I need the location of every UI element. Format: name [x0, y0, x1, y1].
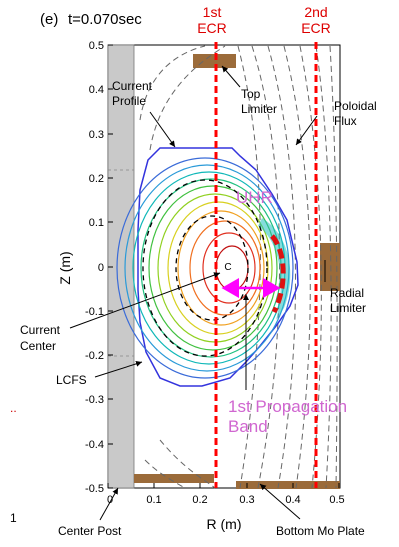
x-tick-label: 0	[107, 494, 113, 506]
y-tick-label: 0.1	[89, 217, 104, 229]
ecr2-label-line2: ECR	[301, 20, 331, 36]
bottom-mo-plate-left	[134, 474, 214, 483]
lcfs-label: LCFS	[56, 373, 87, 387]
y-tick-label: -0.4	[85, 439, 104, 451]
y-tick-label: -0.2	[85, 350, 104, 362]
y-axis-label: Z (m)	[57, 251, 73, 284]
radial-limiter-label-line2: Limiter	[330, 301, 366, 315]
x-axis-label: R (m)	[207, 516, 242, 532]
radial-limiter-label-line1: Radial	[330, 286, 364, 300]
x-tick-label: 0.2	[192, 494, 207, 506]
ecr1-label-line2: ECR	[197, 20, 227, 36]
current-center-marker: C	[224, 262, 231, 273]
propagation-band-label-line1: 1st Propagation	[228, 397, 347, 416]
bottom-mo-plate-label: Bottom Mo Plate	[276, 524, 365, 538]
y-tick-label: -0.5	[85, 483, 104, 495]
poloidal-flux-label-line1: Poloidal	[334, 99, 377, 113]
x-tick-label: 0.4	[285, 494, 300, 506]
poloidal-flux-label-line2: Flux	[334, 114, 357, 128]
x-tick-label: 0.5	[329, 494, 344, 506]
stray-marker: ..	[10, 401, 17, 415]
top-limiter-label-line1: Top	[241, 87, 261, 101]
y-tick-labels: 0.5 0.4 0.3 0.2 0.1 0 -0.1 -0.2 -0.3 -0.…	[85, 40, 104, 495]
y-tick-label: 0.3	[89, 129, 104, 141]
x-tick-label: 0.1	[146, 494, 161, 506]
y-tick-label: 0.5	[89, 40, 104, 52]
y-tick-label: -0.3	[85, 394, 104, 406]
y-tick-label: 0.4	[89, 84, 104, 96]
current-center-label-line2: Center	[20, 339, 56, 353]
propagation-band-label-line2: Band	[228, 417, 268, 436]
ecr2-label-line1: 2nd	[304, 4, 327, 20]
x-tick-labels: 0 0.1 0.2 0.3 0.4 0.5	[107, 494, 345, 506]
top-limiter-label-line2: Limiter	[241, 102, 277, 116]
time-label: t=0.070sec	[68, 11, 142, 28]
y-tick-label: 0.2	[89, 173, 104, 185]
top-limiter	[193, 54, 236, 68]
plot-frame	[107, 44, 341, 489]
flux-surfaces-black	[142, 179, 268, 357]
ecr1-label-line1: 1st	[203, 4, 222, 20]
y-tick-label: 0	[98, 262, 104, 274]
current-profile-label-line2: Profile	[112, 94, 146, 108]
uhr-band	[270, 234, 286, 314]
current-profile-label-line1: Current	[112, 79, 153, 93]
center-post-label: Center Post	[58, 524, 122, 538]
poloidal-flux-lines	[139, 45, 338, 489]
y-dashed-ticks	[108, 169, 134, 357]
uhr-label: UHR	[236, 188, 273, 207]
panel-label: (e)	[40, 11, 58, 28]
y-tick-label: -0.1	[85, 306, 104, 318]
current-center-label-line1: Current	[20, 323, 61, 337]
bottom-mo-plate-right	[236, 481, 340, 489]
annotation-arrows	[69, 65, 326, 521]
current-contours	[116, 157, 294, 379]
axis-ticks	[107, 44, 340, 489]
page-number: 1	[10, 511, 17, 525]
x-tick-label: 0.3	[239, 494, 254, 506]
